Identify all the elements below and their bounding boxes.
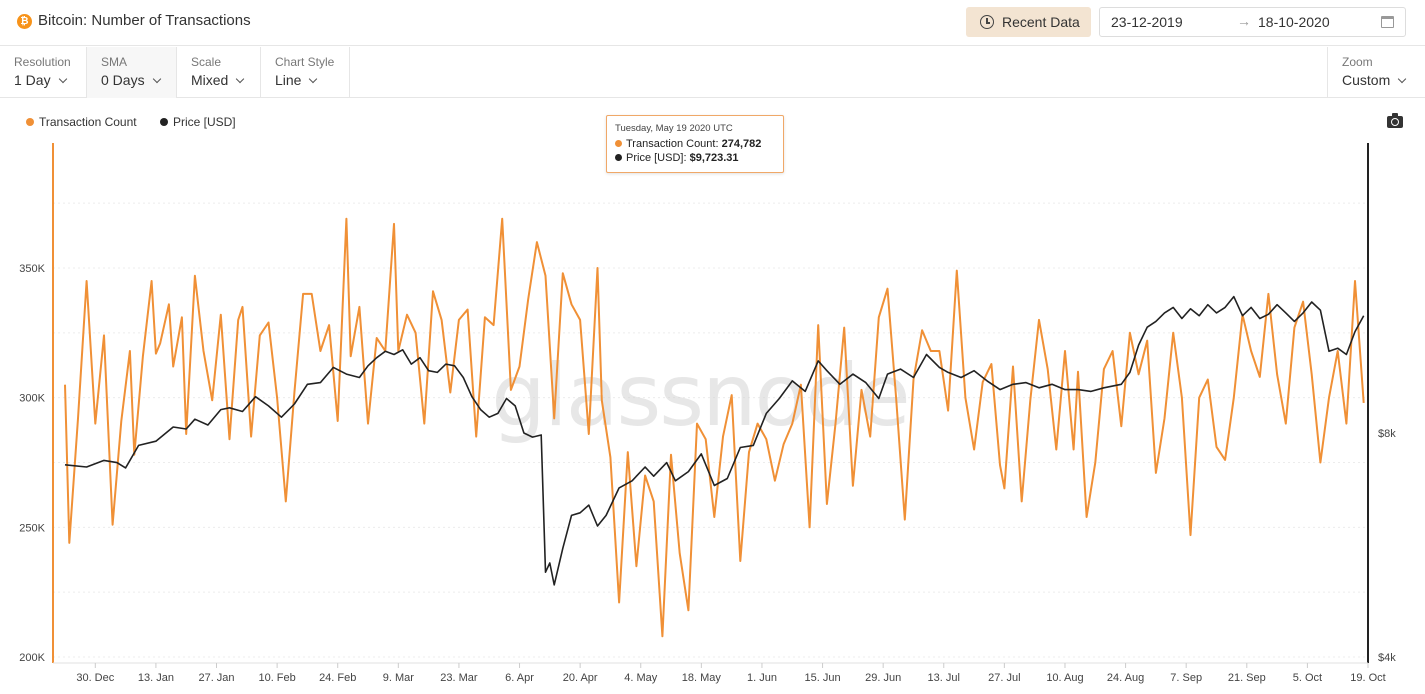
tooltip-price-label: Price [USD]: xyxy=(626,152,687,164)
calendar-icon[interactable] xyxy=(1381,16,1394,28)
y-axis-right: $8k $4k xyxy=(1378,428,1396,664)
chart-style-value: Line xyxy=(275,72,302,88)
y-tick-label: 200K xyxy=(19,652,45,664)
legend-label: Price [USD] xyxy=(172,115,236,129)
x-tick-label: 18. May xyxy=(682,672,722,684)
series-price xyxy=(64,295,1365,586)
tooltip-count-value: 274,782 xyxy=(721,138,762,150)
x-tick-label: 21. Sep xyxy=(1228,672,1266,684)
chart-controls: Resolution 1 Day SMA 0 Days Scale Mixed … xyxy=(0,47,1425,98)
chevron-down-icon xyxy=(1397,74,1407,84)
resolution-label: Resolution xyxy=(14,55,71,69)
recent-data-label: Recent Data xyxy=(1002,14,1080,30)
series-transaction-count xyxy=(64,217,1365,638)
x-axis: 30. Dec 13. Jan 27. Jan 10. Feb 24. Feb 9. Ma… xyxy=(76,663,1386,684)
x-tick-label: 30. Dec xyxy=(76,672,114,684)
y-axis-left: 200K 250K 300K 350K xyxy=(19,263,45,664)
chevron-down-icon xyxy=(236,74,245,84)
chart-style-label: Chart Style xyxy=(275,55,335,69)
date-range-picker[interactable]: 23-12-2019 → 18-10-2020 xyxy=(1099,7,1406,37)
sma-value: 0 Days xyxy=(101,72,145,88)
tooltip-count-label: Transaction Count: xyxy=(626,138,719,150)
x-tick-label: 7. Sep xyxy=(1170,672,1202,684)
zoom-dropdown[interactable]: Zoom Custom xyxy=(1327,47,1425,98)
x-tick-label: 9. Mar xyxy=(383,672,415,684)
x-tick-label: 13. Jan xyxy=(138,672,174,684)
legend-label: Transaction Count xyxy=(39,115,137,129)
x-tick-label: 24. Feb xyxy=(319,672,356,684)
scale-label: Scale xyxy=(191,55,222,69)
clock-icon xyxy=(980,15,994,29)
x-tick-label: 5. Oct xyxy=(1293,672,1322,684)
page-title: Bitcoin: Number of Transactions xyxy=(38,12,251,29)
resolution-value: 1 Day xyxy=(14,72,51,88)
x-tick-label: 20. Apr xyxy=(563,672,598,684)
x-tick-label: 4. May xyxy=(624,672,658,684)
tooltip-dot-black xyxy=(615,154,622,161)
x-tick-label: 27. Jul xyxy=(988,672,1020,684)
chevron-down-icon xyxy=(58,74,67,84)
date-start-input[interactable]: 23-12-2019 xyxy=(1111,14,1183,30)
chart-style-dropdown[interactable]: Chart Style Line xyxy=(261,47,350,98)
tooltip-price-value: $9,723.31 xyxy=(689,152,739,164)
y-tick-label: 350K xyxy=(19,263,45,275)
x-tick-label: 19. Oct xyxy=(1350,672,1385,684)
chart-legend: Transaction Count Price [USD] xyxy=(26,115,256,129)
scale-value: Mixed xyxy=(191,72,229,88)
chevron-down-icon xyxy=(152,74,161,84)
y-tick-label: 300K xyxy=(19,393,45,405)
x-tick-label: 6. Apr xyxy=(505,672,534,684)
resolution-dropdown[interactable]: Resolution 1 Day xyxy=(0,47,87,98)
zoom-label: Zoom xyxy=(1342,55,1373,69)
arrow-right-icon: → xyxy=(1237,13,1251,29)
x-tick-label: 23. Mar xyxy=(440,672,478,684)
chevron-down-icon xyxy=(309,74,318,84)
y-tick-label: 250K xyxy=(19,522,45,534)
camera-icon[interactable] xyxy=(1387,113,1403,128)
x-tick-label: 29. Jun xyxy=(865,672,901,684)
scale-dropdown[interactable]: Scale Mixed xyxy=(177,47,261,98)
legend-dot-black xyxy=(159,118,168,126)
recent-data-button[interactable]: Recent Data xyxy=(966,7,1091,37)
x-tick-label: 27. Jan xyxy=(198,672,234,684)
x-tick-label: 24. Aug xyxy=(1107,672,1144,684)
date-end-input[interactable]: 18-10-2020 xyxy=(1258,14,1330,30)
sma-label: SMA xyxy=(101,55,128,69)
x-tick-label: 15. Jun xyxy=(805,672,841,684)
tooltip-dot-orange xyxy=(615,140,622,147)
chart-grid xyxy=(53,202,1368,658)
bitcoin-icon: ₿ xyxy=(17,14,32,29)
y-right-tick-label: $4k xyxy=(1378,652,1396,664)
x-tick-label: 10. Feb xyxy=(258,672,295,684)
legend-item-transaction-count[interactable]: Transaction Count xyxy=(26,115,137,129)
y-right-tick-label: $8k xyxy=(1378,428,1396,440)
chart-header: ₿ Bitcoin: Number of Transactions Recent… xyxy=(0,0,1425,46)
sma-dropdown[interactable]: SMA 0 Days xyxy=(87,47,177,98)
x-tick-label: 13. Jul xyxy=(928,672,960,684)
tooltip-date: Tuesday, May 19 2020 UTC xyxy=(615,123,733,134)
x-tick-label: 10. Aug xyxy=(1046,672,1083,684)
legend-dot-orange xyxy=(26,118,34,126)
chart-tooltip: Tuesday, May 19 2020 UTC Transaction Cou… xyxy=(606,115,784,173)
legend-item-price[interactable]: Price [USD] xyxy=(159,115,236,129)
x-tick-label: 1. Jun xyxy=(747,672,777,684)
zoom-value: Custom xyxy=(1342,72,1391,88)
